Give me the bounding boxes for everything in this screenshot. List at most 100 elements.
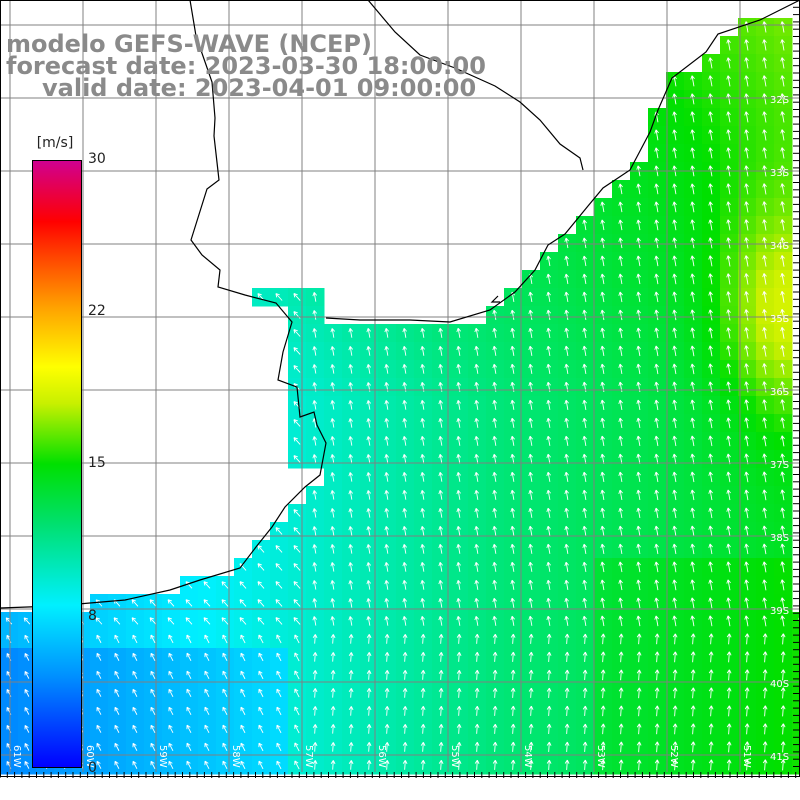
wind-arrow [654, 183, 659, 195]
wind-arrow [672, 237, 677, 249]
wind-arrow [528, 651, 534, 662]
wind-arrow [438, 525, 443, 536]
wind-arrow [528, 399, 533, 410]
wind-arrow [150, 634, 156, 644]
wind-arrow [420, 562, 425, 572]
wind-arrow [167, 599, 175, 607]
wind-arrow [636, 723, 642, 735]
wind-arrow [672, 471, 677, 483]
wind-arrow [528, 417, 533, 428]
wind-arrow [492, 471, 497, 482]
wind-arrow [690, 507, 695, 519]
longitude-label: 57W [303, 745, 314, 768]
wind-arrow [744, 525, 749, 537]
wind-arrow [690, 561, 695, 573]
wind-arrow [438, 651, 444, 662]
wind-arrow [582, 507, 587, 518]
wind-arrow [690, 579, 695, 591]
wind-arrow [744, 39, 749, 51]
wind-arrow [636, 597, 641, 609]
wind-arrow [167, 617, 175, 625]
wind-arrow [762, 57, 767, 69]
wind-arrow [708, 525, 713, 537]
wind-arrow [582, 687, 588, 699]
wind-arrow [492, 615, 497, 626]
wind-arrow [330, 724, 336, 734]
wind-arrow [492, 453, 497, 464]
wind-arrow [312, 454, 318, 464]
latitude-labels: 32S 33S 34S 35S 36S 37S 38S 39S 40S 41S [770, 95, 789, 763]
wind-arrow [600, 219, 605, 231]
wind-arrow [294, 760, 300, 770]
wind-arrow [690, 489, 695, 501]
wind-arrow [654, 579, 659, 591]
wind-arrow [654, 327, 659, 339]
wind-arrow [744, 669, 750, 681]
wind-arrow [546, 525, 551, 536]
wind-arrow [708, 579, 713, 591]
latitude-label: 32S [770, 95, 789, 106]
wind-arrow [618, 327, 623, 339]
wind-arrow [744, 363, 749, 375]
wind-arrow [618, 633, 624, 645]
colorbar-tick-22: 22 [88, 303, 106, 319]
wind-arrow [690, 453, 695, 465]
wind-arrow [744, 759, 750, 771]
wind-arrow [24, 760, 30, 769]
wind-arrow [636, 471, 641, 483]
wind-arrow [618, 705, 624, 717]
wind-arrow [762, 291, 767, 303]
wind-arrow [114, 688, 120, 697]
wind-arrow [528, 741, 534, 752]
wind-arrow [564, 525, 569, 536]
wind-arrow [275, 293, 283, 301]
wind-arrow [600, 471, 605, 483]
wind-arrow [564, 453, 569, 464]
wind-arrow [420, 633, 426, 644]
wind-arrow [186, 706, 192, 716]
wind-arrow [420, 651, 426, 662]
wind-arrow [582, 489, 587, 500]
wind-arrow [744, 93, 749, 105]
wind-arrow [762, 759, 768, 771]
wind-arrow [654, 273, 659, 285]
wind-arrow [582, 741, 588, 753]
wind-arrow [384, 418, 390, 428]
wind-arrow [762, 453, 767, 465]
wind-arrow [708, 237, 713, 249]
wind-arrow [474, 399, 479, 410]
wind-arrow [636, 633, 642, 645]
wind-arrow [744, 111, 749, 123]
wind-arrow [132, 706, 138, 715]
wind-arrow [96, 706, 102, 715]
wind-arrow [600, 291, 605, 303]
wind-arrow [708, 705, 714, 717]
wind-arrow [762, 561, 767, 573]
wind-arrow [474, 633, 480, 644]
wind-arrow [240, 760, 246, 770]
wind-arrow [636, 255, 641, 267]
wind-arrow [546, 561, 551, 572]
wind-arrow [312, 346, 318, 356]
wind-arrow [438, 741, 444, 752]
wind-arrow [330, 454, 336, 464]
wind-arrow [474, 543, 479, 554]
wind-arrow [690, 435, 695, 447]
wind-arrow [744, 453, 749, 465]
wind-arrow [780, 183, 785, 195]
wind-arrow [240, 670, 246, 680]
wind-arrow [672, 273, 677, 285]
wind-arrow [294, 706, 300, 716]
wind-arrow [384, 706, 390, 716]
wind-arrow [150, 670, 156, 679]
wind-arrow [222, 688, 228, 698]
wind-arrow [546, 417, 551, 428]
wind-arrow [762, 93, 767, 105]
wind-arrow [348, 688, 354, 698]
wind-arrow [600, 705, 606, 717]
wind-arrow [528, 525, 533, 536]
wind-arrow [672, 435, 677, 447]
wind-arrow [96, 670, 102, 679]
wind-arrow [654, 525, 659, 537]
wind-arrow [780, 345, 785, 357]
